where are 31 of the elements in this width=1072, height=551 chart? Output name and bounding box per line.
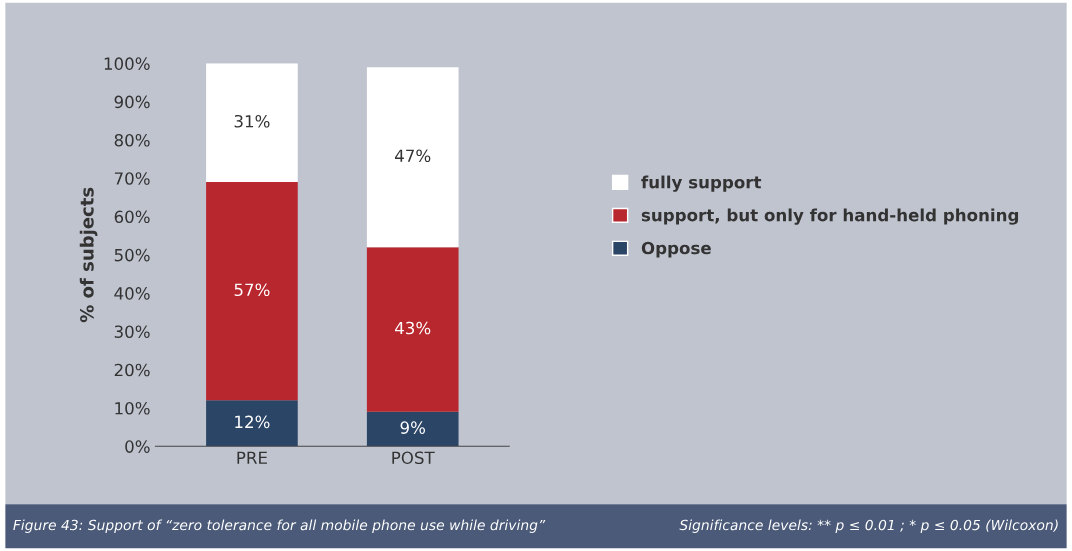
y-tick-label: 40% [114, 287, 150, 300]
bar [206, 63, 298, 183]
y-tick-label: 60% [114, 210, 150, 224]
y-tick-label: 10% [115, 401, 150, 415]
text: Significance levels: ** p ≤ 0.01 ; * p ≤ 0.05 (Wilcoxon) [679, 519, 1058, 533]
bar [366, 411, 459, 447]
x-tick-label: PRE [237, 451, 267, 464]
data-label: 31% [234, 114, 270, 128]
data-label: 9% [400, 421, 426, 434]
data-label: 57% [234, 283, 270, 297]
y-tick-label: 50% [114, 248, 150, 262]
data-label: 47% [395, 149, 431, 163]
bar [206, 400, 298, 447]
legend-label: support, but only for hand-held phoning [641, 208, 1019, 225]
x-tick-label: POST [392, 451, 435, 465]
y-tick-label: 80% [114, 133, 150, 147]
bar [366, 247, 459, 412]
y-tick-label: 100% [104, 57, 150, 70]
legend-label: fully support [641, 175, 762, 192]
y-tick-label: 20% [114, 363, 150, 377]
y-tick-label: 0% [125, 440, 150, 453]
legend-label: Oppose [641, 241, 711, 258]
y-tick-label: 30% [114, 325, 150, 338]
y-tick-label: 70% [114, 172, 150, 185]
bar [206, 182, 298, 401]
bar [366, 67, 459, 248]
y-axis-title: % of subjects [79, 187, 98, 323]
data-label: 43% [395, 321, 431, 335]
data-label: 12% [235, 415, 270, 429]
y-tick-label: 90% [114, 95, 150, 109]
caption: Figure 43: Support of “zero tolerance for all mobile phone use while driving” [13, 519, 546, 533]
